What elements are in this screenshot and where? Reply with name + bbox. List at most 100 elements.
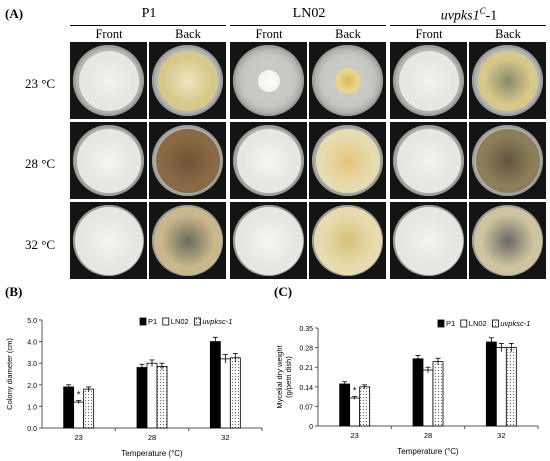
fungal-colony bbox=[394, 206, 463, 275]
view-front-uvpks1c: Front bbox=[415, 27, 443, 41]
bar-LN02-23 bbox=[349, 397, 361, 427]
bar-LN02-23 bbox=[73, 401, 85, 429]
temp-label-23: 23 °C bbox=[24, 76, 56, 91]
fungal-colony bbox=[76, 128, 141, 193]
strain-rule-ln02 bbox=[230, 25, 386, 26]
y-tick-label: 2.0 bbox=[27, 383, 37, 390]
plate-p1-front-23c bbox=[70, 42, 147, 119]
y-tick-label: 1.0 bbox=[27, 404, 37, 411]
bar-P1-32 bbox=[485, 341, 497, 427]
y-tick-label: 0.07 bbox=[299, 404, 313, 411]
fungal-colony bbox=[315, 128, 380, 193]
legend-swatch bbox=[491, 319, 499, 328]
legend-label-P1: P1 bbox=[148, 317, 157, 326]
plate-ln02-front-28c bbox=[230, 122, 307, 199]
strain-uvpks1-sup: C bbox=[479, 6, 486, 16]
y-tick-label: 0.0 bbox=[27, 426, 37, 433]
fungal-colony bbox=[398, 50, 459, 111]
y-axis-label: Mycelial dry weight(g/petri dish) bbox=[275, 344, 293, 408]
bar-LN02-32 bbox=[495, 347, 507, 427]
bar-P1-23 bbox=[339, 383, 351, 427]
bar-uvpksc-1-23 bbox=[359, 386, 371, 427]
fungal-colony bbox=[473, 206, 542, 275]
plate-uvpks1c-back-28c bbox=[469, 122, 546, 199]
fungal-colony bbox=[313, 206, 382, 275]
view-back-ln02: Back bbox=[335, 27, 361, 41]
y-tick-label: 0.35 bbox=[299, 326, 313, 333]
x-tick-label: 32 bbox=[221, 433, 229, 442]
x-axis-label: Temperature (°C) bbox=[397, 447, 459, 456]
bar-LN02-32 bbox=[219, 358, 231, 429]
y-axis-label-line: (g/petri dish) bbox=[284, 356, 293, 398]
temp-label-28: 28 °C bbox=[24, 156, 56, 171]
plate-ln02-back-28c bbox=[309, 122, 386, 199]
legend-label-uvpksc-1: uvpksc-1 bbox=[500, 319, 530, 328]
bar-P1-32 bbox=[209, 341, 221, 429]
view-back-uvpks1c: Back bbox=[495, 27, 521, 41]
mycelial-weight-chart: 0 0.07 0.14 0.21 0.28 0.35 Mycelial dry weight… bbox=[275, 319, 539, 456]
plate-p1-front-28c bbox=[70, 122, 147, 199]
bar-P1-28 bbox=[136, 367, 148, 429]
y-tick-label: 4.0 bbox=[27, 340, 37, 347]
plate-p1-back-23c bbox=[149, 42, 226, 119]
y-tick-label: 3.0 bbox=[27, 361, 37, 368]
significance-mark: * bbox=[77, 390, 81, 400]
bar-uvpksc-1-23 bbox=[83, 388, 95, 429]
strain-rule-uvpks1c bbox=[390, 25, 546, 26]
plate-p1-back-32c bbox=[149, 202, 226, 279]
strain-uvpks1-tail: -1 bbox=[485, 8, 498, 24]
panel-b-label: (B) bbox=[5, 284, 23, 299]
view-back-p1: Back bbox=[175, 27, 201, 41]
fungal-colony bbox=[155, 128, 220, 193]
plate-ln02-front-23c bbox=[230, 42, 307, 119]
plate-ln02-back-32c bbox=[309, 202, 386, 279]
plate-p1-back-28c bbox=[149, 122, 226, 199]
legend-swatch bbox=[460, 319, 468, 328]
fungal-colony bbox=[396, 128, 461, 193]
legend-swatch bbox=[162, 317, 170, 326]
fungal-colony bbox=[234, 206, 303, 275]
plate-uvpks1c-front-28c bbox=[390, 122, 467, 199]
fungal-colony bbox=[475, 128, 540, 193]
plate-ln02-front-32c bbox=[230, 202, 307, 279]
strain-rule-p1 bbox=[70, 25, 226, 26]
plate-uvpks1c-front-32c bbox=[390, 202, 467, 279]
fungal-colony bbox=[157, 50, 218, 111]
x-tick-label: 28 bbox=[424, 431, 432, 440]
bar-LN02-28 bbox=[146, 362, 158, 429]
legend-swatch bbox=[437, 319, 445, 328]
plate-ln02-back-23c bbox=[309, 42, 386, 119]
legend-swatch bbox=[193, 317, 201, 326]
fungal-colony bbox=[153, 206, 222, 275]
y-tick-label: 0.14 bbox=[299, 385, 313, 392]
x-tick-label: 23 bbox=[74, 433, 82, 442]
temp-label-32: 32 °C bbox=[24, 237, 56, 252]
fungal-colony bbox=[78, 50, 139, 111]
significance-mark: * bbox=[353, 386, 357, 396]
plate-uvpks1c-front-23c bbox=[390, 42, 467, 119]
fungal-colony bbox=[477, 50, 538, 111]
panel-c-label: (C) bbox=[274, 284, 293, 299]
view-front-ln02: Front bbox=[255, 27, 283, 41]
bar-uvpksc-1-32 bbox=[229, 357, 241, 429]
fungal-colony bbox=[334, 67, 361, 94]
strain-header-p1: P1 bbox=[141, 6, 157, 21]
bar-uvpksc-1-28 bbox=[156, 366, 168, 429]
view-front-p1: Front bbox=[95, 27, 123, 41]
legend-label-LN02: LN02 bbox=[171, 317, 189, 326]
y-tick-label: 0.28 bbox=[299, 346, 313, 353]
x-axis-label: Temperature (°C) bbox=[121, 449, 183, 458]
bar-LN02-28 bbox=[422, 369, 434, 427]
y-tick-label: 0.21 bbox=[299, 365, 313, 372]
legend-swatch bbox=[139, 317, 147, 326]
legend-label-P1: P1 bbox=[446, 319, 455, 328]
strain-header-uvpks1c: uvpks1C-1 bbox=[390, 6, 548, 25]
fungal-colony bbox=[74, 206, 143, 275]
x-tick-label: 32 bbox=[497, 431, 505, 440]
x-tick-label: 23 bbox=[350, 431, 358, 440]
fungal-colony bbox=[236, 128, 301, 193]
plate-p1-front-32c bbox=[70, 202, 147, 279]
panel-a-label: (A) bbox=[5, 6, 24, 21]
y-tick-label: 0 bbox=[309, 424, 313, 431]
legend-label-LN02: LN02 bbox=[469, 319, 487, 328]
